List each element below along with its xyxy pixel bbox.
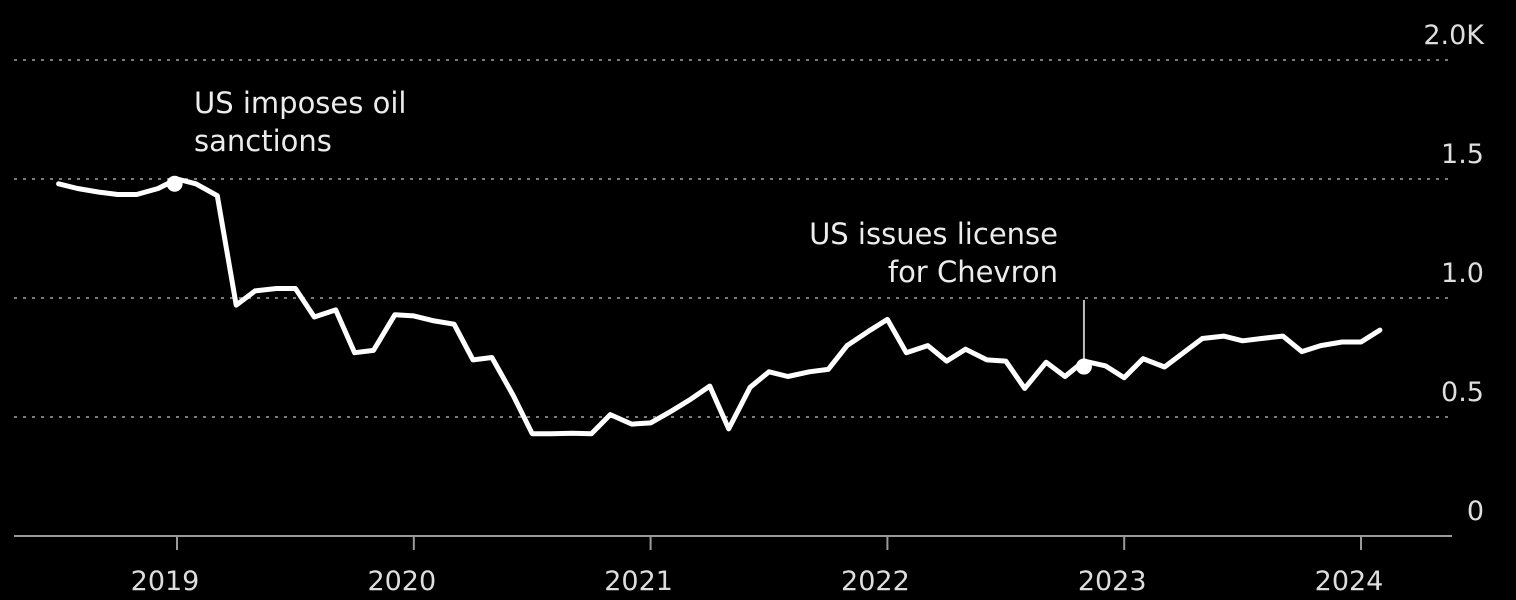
annotation-sanctions-text: US imposes oil: [194, 86, 406, 120]
annotations: US imposes oil sanctions US issues license…: [166, 86, 1092, 375]
annotation-chevron-text: for Chevron: [888, 255, 1058, 289]
y-axis: 0 0.5 1.0 1.5 2.0K: [1423, 20, 1485, 527]
annotation-sanctions-text: sanctions: [194, 124, 332, 158]
y-tick-label: 1.0: [1441, 258, 1484, 289]
annotation-marker-chevron: [1075, 358, 1092, 375]
series-line: [56, 176, 1383, 437]
x-tick-label: 2020: [367, 566, 436, 597]
annotation-marker-sanctions: [166, 175, 183, 192]
x-tick-label: 2023: [1078, 566, 1147, 597]
x-tick-label: 2019: [131, 566, 200, 597]
x-tick-label: 2021: [604, 566, 673, 597]
series-layer: [56, 176, 1383, 437]
x-tick-label: 2022: [841, 566, 910, 597]
y-tick-label: 1.5: [1441, 139, 1484, 170]
y-tick-label: 0: [1467, 496, 1484, 527]
x-tick-label: 2024: [1315, 566, 1384, 597]
y-tick-label: 0.5: [1441, 377, 1484, 408]
x-axis: 2019 2020 2021 2022 2023 2024: [14, 535, 1452, 597]
grid-layer: [14, 59, 1452, 418]
y-tick-label: 2.0K: [1423, 20, 1485, 51]
annotation-chevron-text: US issues license: [809, 217, 1058, 251]
